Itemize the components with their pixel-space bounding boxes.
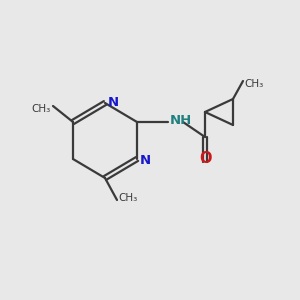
Text: CH₃: CH₃ [32, 104, 51, 114]
Text: N: N [108, 95, 119, 109]
Text: N: N [140, 154, 151, 166]
Text: NH: NH [170, 115, 192, 128]
Text: CH₃: CH₃ [244, 79, 263, 89]
Text: CH₃: CH₃ [118, 193, 137, 203]
Text: O: O [199, 151, 211, 166]
